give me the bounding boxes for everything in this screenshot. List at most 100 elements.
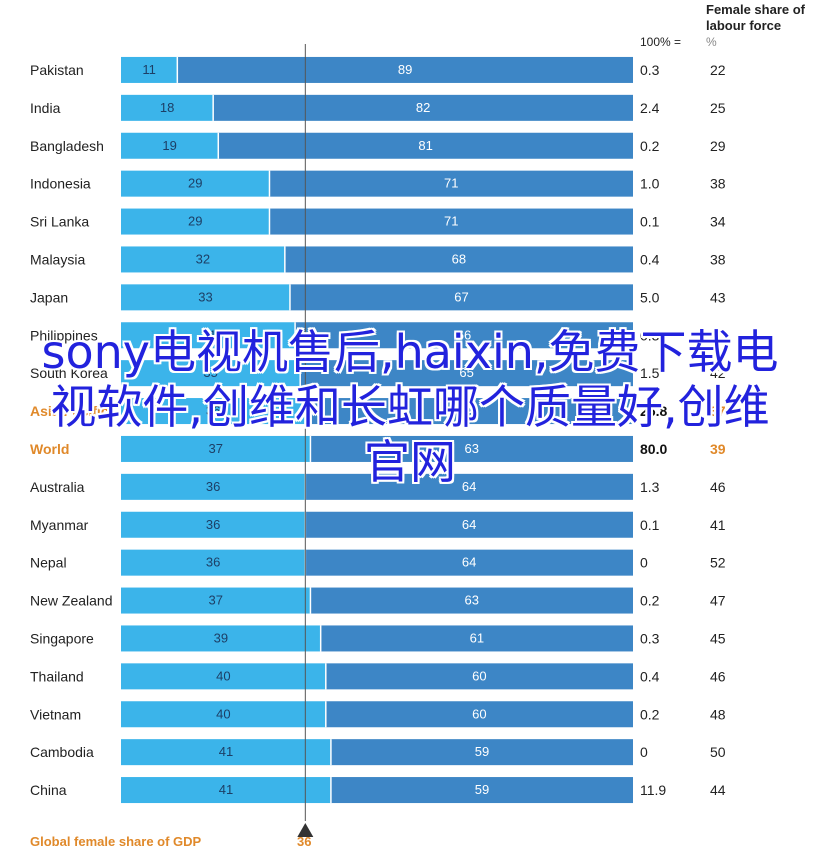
category-label: Thailand: [30, 668, 84, 684]
bar-female-value: 18: [160, 100, 174, 115]
bar-male-value: 60: [472, 668, 486, 683]
bar-female-segment: [121, 94, 214, 121]
bar-male-value: 71: [444, 214, 458, 229]
bar-male-value: 61: [470, 630, 484, 645]
bar-female-value: 29: [188, 176, 202, 191]
bar-male-value: 64: [462, 403, 476, 418]
female-labour-share-value: 39: [710, 441, 726, 457]
reference-marker: [297, 823, 314, 837]
bar-female-value: 36: [206, 555, 220, 570]
bar-male-segment: [269, 170, 633, 197]
bar-female-segment: [121, 208, 270, 235]
bar-male-value: 64: [462, 479, 476, 494]
category-label: Bangladesh: [30, 138, 104, 154]
bar-male-segment: [218, 132, 633, 159]
bar-female-value: 37: [208, 593, 222, 608]
bar-female-segment: [121, 549, 306, 576]
female-labour-share-value: 38: [710, 251, 726, 267]
bar-female-value: 36: [206, 403, 220, 418]
bar-male-value: 67: [454, 289, 468, 304]
bar-male-value: 82: [416, 100, 430, 115]
category-label: South Korea: [30, 365, 108, 381]
bar-male-value: 66: [457, 327, 471, 342]
category-label: Indonesia: [30, 176, 91, 192]
bar-male-value: 71: [444, 176, 458, 191]
category-label: Japan: [30, 289, 68, 305]
hundred-pct-value: 0: [640, 555, 648, 571]
category-label: Cambodia: [30, 744, 94, 760]
female-labour-share-value: 40: [710, 327, 726, 343]
hundred-pct-value: 0.4: [640, 668, 660, 684]
bar-male-segment: [284, 246, 633, 273]
bar-male-segment: [325, 663, 633, 690]
bar-female-value: 39: [214, 630, 228, 645]
category-label: India: [30, 100, 61, 116]
bar-male-segment: [305, 398, 633, 425]
bar-female-segment: [121, 663, 326, 690]
hundred-pct-value: 0.2: [640, 593, 660, 609]
female-labour-share-value: 48: [710, 706, 726, 722]
female-labour-share-value: 41: [710, 517, 726, 533]
hundred-pct-value: 0.3: [640, 327, 660, 343]
hundred-pct-value: 0.2: [640, 706, 660, 722]
female-labour-share-value: 45: [710, 630, 726, 646]
bar-female-segment: [121, 360, 301, 387]
bar-female-value: 33: [198, 289, 212, 304]
female-labour-share-value: 29: [710, 138, 726, 154]
bar-female-segment: [121, 322, 296, 349]
hundred-pct-value: 0.4: [640, 251, 660, 267]
bar-male-value: 63: [464, 441, 478, 456]
hundred-pct-value: 25.8: [640, 403, 667, 419]
bar-female-segment: [121, 511, 306, 538]
bar-male-value: 60: [472, 706, 486, 721]
bar-male-segment: [305, 473, 633, 500]
category-label: Singapore: [30, 630, 94, 646]
bar-female-segment: [121, 398, 306, 425]
bar-male-segment: [305, 549, 633, 576]
bar-male-segment: [330, 777, 633, 804]
category-label: Sri Lanka: [30, 214, 89, 230]
bar-female-value: 40: [216, 706, 230, 721]
category-label: New Zealand: [30, 593, 113, 609]
bar-male-value: 59: [475, 744, 489, 759]
bar-male-segment: [330, 739, 633, 766]
category-label: Asia Pacific: [30, 403, 109, 419]
hundred-pct-value: 1.0: [640, 176, 660, 192]
bar-male-segment: [213, 94, 633, 121]
bar-female-segment: [121, 284, 290, 311]
bar-male-segment: [310, 435, 633, 462]
bar-female-segment: [121, 435, 311, 462]
female-labour-share-value: 46: [710, 668, 726, 684]
bar-male-segment: [269, 208, 633, 235]
bar-male-segment: [320, 625, 633, 652]
bar-female-value: 41: [219, 744, 233, 759]
bar-female-segment: [121, 473, 306, 500]
hundred-pct-value: 0: [640, 744, 648, 760]
category-label: China: [30, 782, 67, 798]
category-label: World: [30, 441, 69, 457]
bar-male-value: 65: [459, 365, 473, 380]
category-label: Pakistan: [30, 62, 84, 78]
bar-female-segment: [121, 739, 331, 766]
hundred-pct-value: 2.4: [640, 100, 660, 116]
bar-female-segment: [121, 777, 331, 804]
bar-male-value: 81: [418, 138, 432, 153]
bar-female-segment: [121, 132, 219, 159]
bar-female-value: 19: [162, 138, 176, 153]
bar-male-segment: [295, 322, 633, 349]
bar-female-segment: [121, 246, 285, 273]
bar-female-value: 36: [206, 479, 220, 494]
category-label: Philippines: [30, 327, 98, 343]
female-labour-share-value: 46: [710, 479, 726, 495]
percent-unit-header: %: [706, 35, 717, 49]
hundred-pct-value: 0.1: [640, 214, 660, 230]
hundred-pct-value: 0.1: [640, 517, 660, 533]
bar-female-segment: [121, 701, 326, 728]
bar-male-segment: [177, 56, 633, 83]
bar-female-value: 29: [188, 214, 202, 229]
bar-female-value: 40: [216, 668, 230, 683]
bar-female-value: 41: [219, 782, 233, 797]
hundred-pct-value: 1.5: [640, 365, 660, 381]
female-labour-share-value: 25: [710, 100, 726, 116]
